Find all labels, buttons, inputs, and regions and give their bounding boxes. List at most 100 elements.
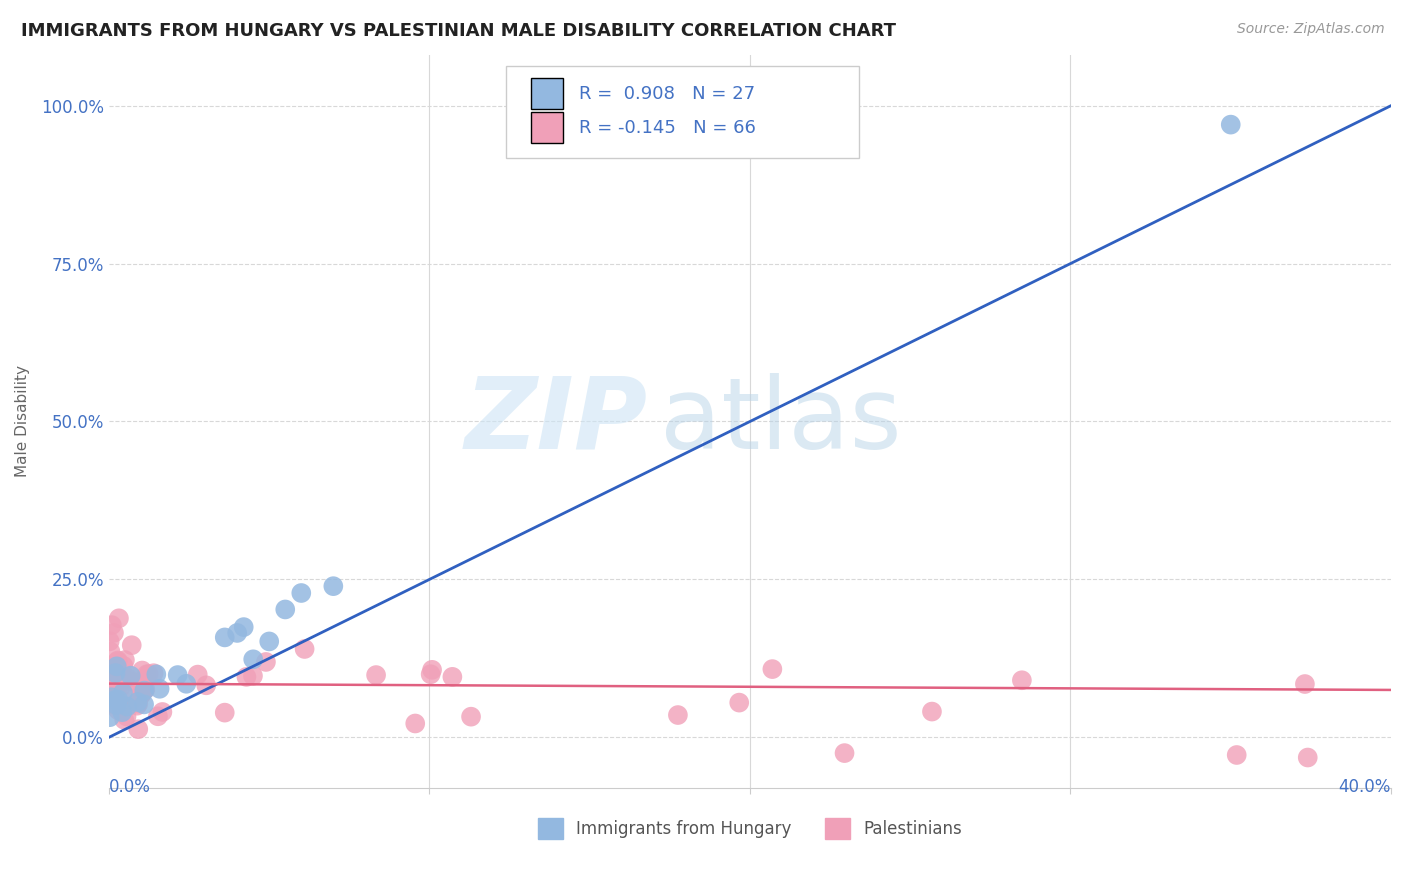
Point xyxy=(1294,677,1316,691)
Point xyxy=(115,699,138,714)
Point xyxy=(728,696,751,710)
Point xyxy=(104,692,127,706)
Point xyxy=(127,697,149,711)
Point xyxy=(214,631,236,645)
Point xyxy=(108,681,131,695)
Point xyxy=(111,705,134,719)
Point xyxy=(107,692,129,706)
Point xyxy=(120,669,142,683)
Point xyxy=(131,664,153,678)
Point xyxy=(254,655,277,669)
Point xyxy=(101,684,124,698)
Y-axis label: Male Disability: Male Disability xyxy=(15,366,30,477)
Point xyxy=(114,653,136,667)
Point xyxy=(761,662,783,676)
Point xyxy=(420,663,443,677)
Point xyxy=(235,670,257,684)
Point xyxy=(114,672,136,686)
Point xyxy=(127,722,149,736)
Point xyxy=(98,669,121,683)
Point xyxy=(294,642,316,657)
Point xyxy=(100,644,122,658)
Point xyxy=(127,695,149,709)
Point xyxy=(98,634,121,648)
Point xyxy=(100,672,122,686)
Point xyxy=(100,697,122,711)
Point xyxy=(214,706,236,720)
Point xyxy=(112,713,135,727)
Point xyxy=(441,670,464,684)
Point xyxy=(921,705,943,719)
Point xyxy=(104,666,127,681)
Point xyxy=(111,686,134,700)
Point xyxy=(242,669,264,683)
Point xyxy=(112,658,135,673)
Point xyxy=(117,671,139,685)
Text: IMMIGRANTS FROM HUNGARY VS PALESTINIAN MALE DISABILITY CORRELATION CHART: IMMIGRANTS FROM HUNGARY VS PALESTINIAN M… xyxy=(21,22,896,40)
Point xyxy=(98,661,121,675)
Point xyxy=(131,686,153,700)
Text: R = -0.145   N = 66: R = -0.145 N = 66 xyxy=(579,120,756,137)
Point xyxy=(108,611,131,625)
Point xyxy=(138,667,160,681)
Point xyxy=(105,698,128,712)
Text: Source: ZipAtlas.com: Source: ZipAtlas.com xyxy=(1237,22,1385,37)
Point xyxy=(100,694,122,708)
Point xyxy=(108,673,131,688)
Point xyxy=(134,682,156,697)
Point xyxy=(1219,118,1241,132)
Point xyxy=(129,688,152,702)
Point xyxy=(274,602,297,616)
Point xyxy=(107,703,129,717)
Point xyxy=(103,625,125,640)
Point xyxy=(145,667,167,681)
Point xyxy=(242,652,264,666)
Point xyxy=(1296,750,1319,764)
Point xyxy=(257,634,280,648)
Text: 0.0%: 0.0% xyxy=(110,779,150,797)
Point xyxy=(98,710,121,724)
Point xyxy=(142,666,165,681)
Point xyxy=(131,674,153,689)
Point xyxy=(146,709,169,723)
Point xyxy=(134,683,156,698)
Point xyxy=(149,681,172,696)
Point xyxy=(460,709,482,723)
Point xyxy=(322,579,344,593)
Point xyxy=(105,666,128,681)
Point xyxy=(115,709,138,723)
Text: atlas: atlas xyxy=(661,373,901,470)
Point xyxy=(1226,747,1249,762)
Point xyxy=(121,693,143,707)
Point xyxy=(132,698,155,712)
Point xyxy=(107,681,129,696)
Point xyxy=(105,655,128,669)
Point xyxy=(125,698,148,713)
Point xyxy=(666,708,689,723)
Point xyxy=(105,659,128,673)
Point xyxy=(152,705,174,719)
Point xyxy=(107,654,129,668)
Point xyxy=(101,618,124,632)
Point xyxy=(121,638,143,652)
Point xyxy=(166,668,188,682)
Point xyxy=(176,677,198,691)
Text: R =  0.908   N = 27: R = 0.908 N = 27 xyxy=(579,85,755,103)
Point xyxy=(187,667,209,681)
FancyBboxPatch shape xyxy=(530,78,562,109)
Point xyxy=(1011,673,1033,688)
FancyBboxPatch shape xyxy=(506,66,859,158)
Point xyxy=(232,620,254,634)
Point xyxy=(135,667,157,681)
Point xyxy=(120,674,142,689)
Point xyxy=(195,678,218,692)
Point xyxy=(290,586,312,600)
Point xyxy=(364,668,387,682)
Point xyxy=(404,716,426,731)
Point xyxy=(100,678,122,692)
Point xyxy=(226,626,249,640)
Legend: Immigrants from Hungary, Palestinians: Immigrants from Hungary, Palestinians xyxy=(531,812,969,846)
Point xyxy=(125,675,148,690)
Point xyxy=(834,746,856,760)
Text: 40.0%: 40.0% xyxy=(1339,779,1391,797)
